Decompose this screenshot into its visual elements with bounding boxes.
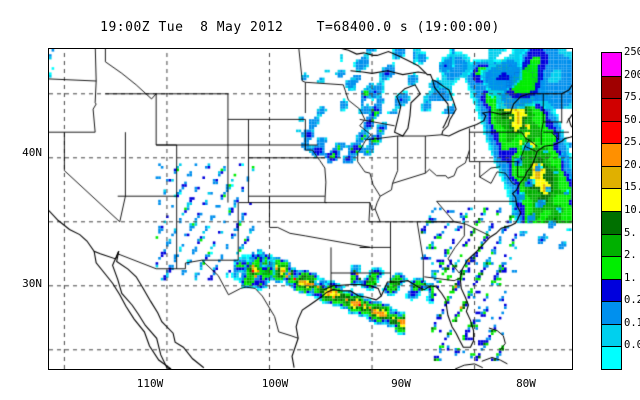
- colorbar-separator-1: [602, 75, 621, 77]
- colorbar-separator-3: [602, 120, 621, 122]
- colorbar-separator-12: [602, 323, 621, 325]
- colorbar-separator-10: [602, 278, 621, 280]
- x-tick-label-110w: 110W: [136, 377, 164, 390]
- colorbar-tick-label-2: 75.: [624, 91, 640, 104]
- x-tick-label-100w: 100W: [261, 377, 289, 390]
- colorbar: [601, 52, 622, 370]
- colorbar-separator-11: [602, 301, 621, 303]
- colorbar-band-1: [602, 75, 621, 99]
- colorbar-separator-6: [602, 188, 621, 190]
- colorbar-tick-label-11: 0.25: [624, 294, 640, 307]
- colorbar-separator-7: [602, 211, 621, 212]
- colorbar-band-7: [602, 211, 621, 234]
- colorbar-tick-label-4: 25.: [624, 136, 640, 149]
- colorbar-band-11: [602, 301, 621, 325]
- y-tick-label-40n: 40N: [22, 146, 42, 159]
- colorbar-band-5: [602, 165, 621, 189]
- colorbar-band-10: [602, 278, 621, 302]
- map-plot-area: [48, 48, 573, 370]
- colorbar-separator-13: [602, 346, 621, 348]
- colorbar-separator-2: [602, 98, 621, 100]
- colorbar-band-8: [602, 233, 621, 257]
- colorbar-tick-label-5: 20.: [624, 158, 640, 171]
- colorbar-band-4: [602, 143, 621, 167]
- colorbar-band-3: [602, 120, 621, 144]
- colorbar-separator-4: [602, 143, 621, 145]
- colorbar-band-9: [602, 256, 621, 280]
- colorbar-tick-label-10: 1.: [624, 271, 637, 284]
- figure-title: 19:00Z Tue 8 May 2012 T=68400.0 s (19:00…: [100, 20, 500, 35]
- colorbar-tick-label-8: 5.: [624, 226, 637, 239]
- y-tick-label-30n: 30N: [22, 277, 42, 290]
- x-tick-label-80w: 80W: [516, 377, 536, 390]
- colorbar-separator-9: [602, 256, 621, 258]
- colorbar-tick-label-1: 200.: [624, 68, 640, 81]
- colorbar-separator-5: [602, 165, 621, 167]
- colorbar-tick-label-3: 50.: [624, 113, 640, 126]
- colorbar-band-13: [602, 346, 621, 370]
- colorbar-tick-label-13: 0.01: [624, 339, 640, 352]
- colorbar-tick-label-7: 10.: [624, 204, 640, 216]
- colorbar-tick-label-12: 0.10: [624, 316, 640, 329]
- colorbar-band-6: [602, 188, 621, 212]
- x-tick-label-90w: 90W: [391, 377, 411, 390]
- colorbar-band-0: [602, 53, 621, 76]
- map-canvas: [49, 49, 572, 369]
- colorbar-tick-label-9: 2.: [624, 249, 637, 262]
- colorbar-separator-8: [602, 233, 621, 235]
- colorbar-tick-label-0: 250.: [624, 46, 640, 58]
- colorbar-band-12: [602, 323, 621, 347]
- colorbar-tick-label-6: 15.: [624, 181, 640, 194]
- colorbar-band-2: [602, 98, 621, 122]
